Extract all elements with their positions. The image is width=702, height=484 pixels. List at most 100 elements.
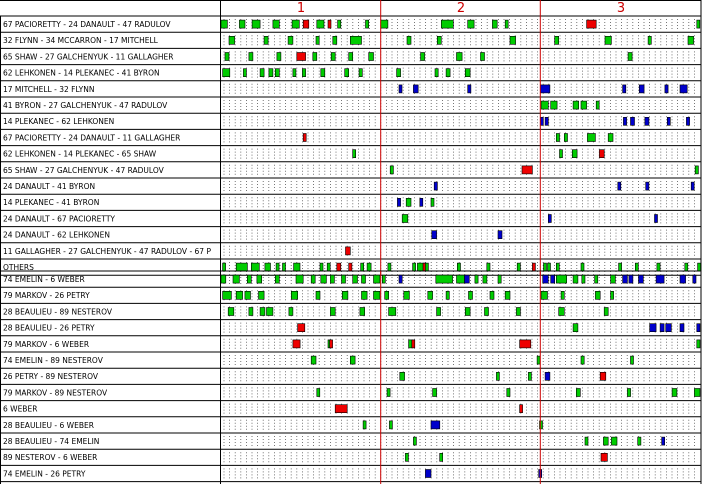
shift-bar-green <box>282 262 286 272</box>
shift-bar-green <box>504 19 509 29</box>
shift-bar-green <box>275 262 280 272</box>
shift-bar-green <box>456 274 465 284</box>
shift-bar-green <box>332 35 338 45</box>
shift-bar-blue <box>638 274 644 284</box>
shift-bar-green <box>348 52 354 61</box>
shift-bar-green <box>310 355 317 365</box>
shift-bar-green <box>630 355 634 365</box>
shift-bar-green <box>572 100 579 110</box>
shift-bar-green <box>528 371 532 381</box>
shift-bar-green <box>412 262 416 272</box>
shift-bar-green <box>413 436 417 446</box>
shift-bar-green <box>220 274 227 284</box>
shift-bar-green <box>222 262 226 272</box>
shift-bar-green <box>302 68 306 77</box>
period-label-2: 2 <box>457 1 465 16</box>
shift-bar-green <box>359 307 365 316</box>
shift-bar-red <box>336 262 342 272</box>
shift-bar-green <box>316 19 325 29</box>
shift-bar-blue <box>617 181 622 191</box>
shift-bar-green <box>384 290 390 300</box>
shift-bar-green <box>575 388 581 397</box>
row-label: 17 MITCHELL - 32 FLYNN <box>3 85 94 94</box>
shift-bar-green <box>610 290 614 300</box>
shift-bar-green <box>539 420 543 430</box>
period-label-3: 3 <box>617 1 625 16</box>
shift-bar-green <box>509 35 516 45</box>
shift-bar-green <box>550 100 558 110</box>
shift-bar-green <box>634 262 639 272</box>
shift-bar-green <box>696 339 701 349</box>
shift-bar-blue <box>679 323 685 333</box>
row-label: 65 SHAW - 27 GALCHENYUK - 47 RADULOV <box>3 166 165 175</box>
shift-bar-red <box>521 165 533 175</box>
shift-bar-green <box>482 274 488 284</box>
shift-bar-blue <box>659 323 665 333</box>
row-label: 74 EMELIN - 89 NESTEROV <box>3 356 104 365</box>
shift-bar-green <box>627 52 633 61</box>
shift-bar-blue <box>638 84 645 94</box>
shift-bar-green <box>434 68 439 77</box>
shift-bar-green <box>288 307 294 316</box>
shift-bar-blue <box>622 274 628 284</box>
shift-bar-green <box>543 262 547 272</box>
shift-bar-green <box>637 436 642 446</box>
shift-bar-green <box>295 274 304 284</box>
shift-bar-green <box>496 371 500 381</box>
shift-bar-green <box>563 133 568 142</box>
shift-bar-green <box>259 68 265 77</box>
row-label: 28 BEAULIEU - 89 NESTEROV <box>3 307 113 316</box>
shift-bar-blue <box>539 84 551 94</box>
shift-bar-red <box>302 133 307 142</box>
shift-bar-green <box>320 274 327 284</box>
shift-bar-green <box>389 165 394 175</box>
shift-bar-green <box>684 262 689 272</box>
shift-bar-green <box>274 274 280 284</box>
shift-bar-green <box>627 388 631 397</box>
shift-bar-green <box>595 290 601 300</box>
shift-bar-green <box>506 388 511 397</box>
shift-bar-green <box>362 420 367 430</box>
shift-bar-blue <box>665 323 672 333</box>
shift-bar-green <box>256 274 262 284</box>
shift-bar-green <box>349 355 356 365</box>
shift-bar-green <box>547 262 551 272</box>
shift-bar-green <box>293 262 301 272</box>
shift-bar-blue <box>696 323 701 333</box>
shift-bar-green <box>341 274 346 284</box>
shift-bar-green <box>555 133 560 142</box>
shift-bar-green <box>504 290 511 300</box>
shift-bar-blue <box>497 230 503 239</box>
shift-bar-green <box>464 307 471 316</box>
shift-bar-blue <box>622 84 627 94</box>
shift-bar-green <box>420 52 425 61</box>
shift-bar-green <box>694 388 701 397</box>
shift-bar-green <box>403 290 410 300</box>
row-label: 67 PACIORETTY - 24 DANAULT - 11 GALLAGHE… <box>3 133 180 142</box>
row-label: 74 EMELIN - 6 WEBER <box>3 275 85 284</box>
shift-bar-green <box>516 307 521 316</box>
shift-bar-green <box>560 290 565 300</box>
shift-bar-green <box>258 290 265 300</box>
shift-bar-blue <box>661 436 666 446</box>
shift-bar-green <box>330 274 335 284</box>
shift-bar-blue <box>398 84 403 94</box>
shift-bar-green <box>220 19 228 29</box>
row-label: 28 BEAULIEU - 26 PETRY <box>3 324 95 333</box>
shift-bar-green <box>341 290 349 300</box>
shift-bar-green <box>595 100 600 110</box>
row-label: 79 MARKOV - 6 WEBER <box>3 340 89 349</box>
shift-bar-green <box>467 19 475 29</box>
shift-bar-green <box>401 214 409 223</box>
shift-bar-red <box>296 52 306 61</box>
shift-bar-green <box>572 274 579 284</box>
shift-bar-green <box>386 388 391 397</box>
shift-bar-green <box>497 274 502 284</box>
row-label: 28 BEAULIEU - 6 WEBER <box>3 421 94 430</box>
row-label: 24 DANAULT - 67 PACIORETTY <box>3 214 115 223</box>
shift-bar-green <box>227 307 235 316</box>
shift-bar-blue <box>655 274 665 284</box>
shift-bar-blue <box>686 117 690 126</box>
shift-bar-red <box>519 404 523 414</box>
